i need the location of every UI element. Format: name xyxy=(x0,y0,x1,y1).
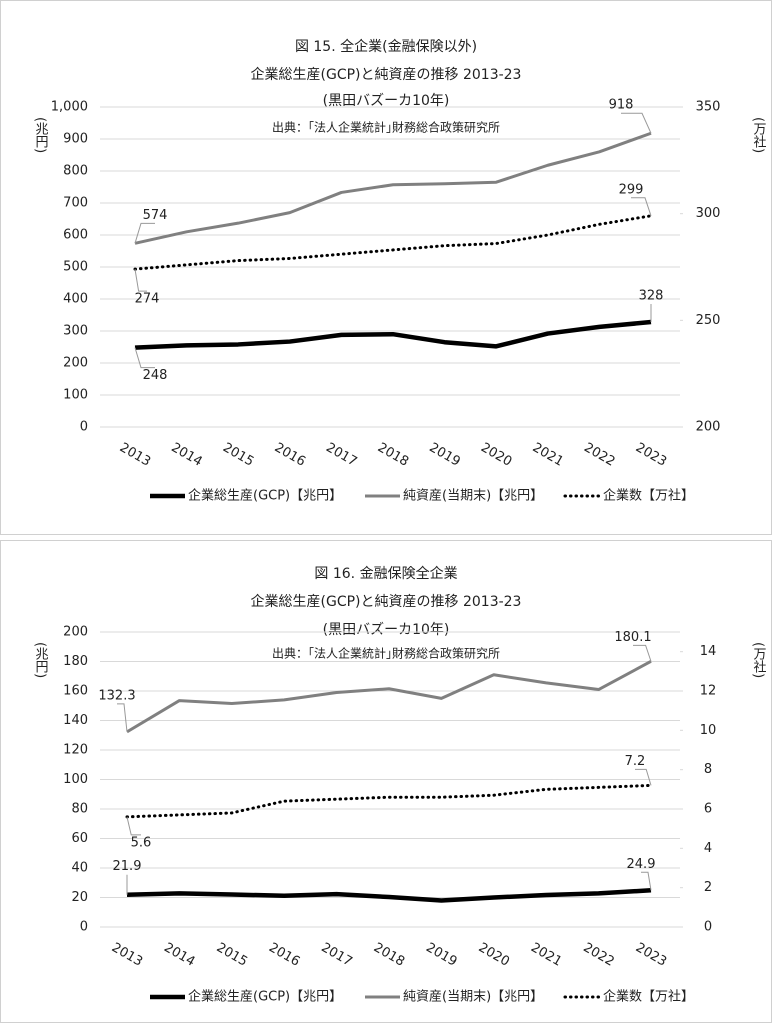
data-label: 248 xyxy=(143,368,168,383)
leader-line xyxy=(635,768,652,786)
y2-tick-label: 350 xyxy=(696,100,721,115)
data-label: 24.9 xyxy=(627,857,656,872)
legend-label: 企業数【万社】 xyxy=(603,989,694,1005)
series-line xyxy=(126,888,652,903)
y-axis-label: (兆円) xyxy=(33,117,49,153)
chart-subtitle: (黒田バズーカ10年) xyxy=(323,93,450,109)
y2-axis-label: (万社) xyxy=(751,117,767,153)
legend-label: 企業数【万社】 xyxy=(603,488,694,504)
y-tick-label: 700 xyxy=(63,196,88,211)
data-label: 574 xyxy=(143,208,168,223)
y2-tick-label: 12 xyxy=(700,684,717,699)
y-tick-label: 80 xyxy=(71,802,88,817)
y-tick-label: 600 xyxy=(63,228,88,243)
series-line xyxy=(125,783,653,819)
y2-tick-label: 6 xyxy=(704,802,712,817)
y-tick-label: 100 xyxy=(63,388,88,403)
y2-tick-label: 8 xyxy=(704,762,712,777)
y2-axis-label: (万社) xyxy=(751,642,767,678)
leader-line xyxy=(117,703,128,732)
y-tick-label: 0 xyxy=(80,420,88,435)
y2-tick-label: 250 xyxy=(696,313,721,328)
leader-line xyxy=(134,269,147,292)
y-tick-label: 1,000 xyxy=(51,100,88,115)
y-tick-label: 160 xyxy=(63,684,88,699)
y-tick-label: 60 xyxy=(71,831,88,846)
y-tick-label: 40 xyxy=(71,861,88,876)
data-label: 918 xyxy=(609,98,634,113)
chart-subtitle: 企業総生産(GCP)と純資産の推移 2013-23 xyxy=(251,593,522,610)
y-tick-label: 900 xyxy=(63,132,88,147)
chart-subtitle: 企業総生産(GCP)と純資産の推移 2013-23 xyxy=(251,66,522,83)
legend-label: 企業総生産(GCP)【兆円】 xyxy=(188,488,342,504)
data-label: 5.6 xyxy=(131,835,152,850)
y2-tick-label: 14 xyxy=(700,644,717,659)
chart-title: 図 16. 金融保険全企業 xyxy=(314,565,457,582)
series-line xyxy=(126,660,652,734)
y-tick-label: 200 xyxy=(63,356,88,371)
data-label: 180.1 xyxy=(614,630,651,645)
y-tick-label: 0 xyxy=(80,920,88,935)
series-line xyxy=(134,319,652,350)
leader-line xyxy=(633,644,652,662)
data-label: 274 xyxy=(135,292,160,307)
chart-title: 図 15. 全企業(金融保険以外) xyxy=(295,38,477,55)
y-tick-label: 400 xyxy=(63,292,88,307)
y-tick-label: 20 xyxy=(71,890,88,905)
y2-tick-label: 2 xyxy=(704,880,712,895)
data-label: 7.2 xyxy=(625,754,646,769)
chart-subtitle: (黒田バズーカ10年) xyxy=(323,622,450,638)
y-tick-label: 800 xyxy=(63,164,88,179)
y-tick-label: 100 xyxy=(63,772,88,787)
y2-tick-label: 300 xyxy=(696,206,721,221)
panel xyxy=(0,540,772,1023)
source-note: 出典：｢法人企業統計｣財務総合政策研究所 xyxy=(272,120,500,135)
data-label: 21.9 xyxy=(113,859,142,874)
y2-tick-label: 4 xyxy=(704,841,712,856)
leader-line xyxy=(641,871,652,891)
y-axis-label: (兆円) xyxy=(33,642,49,678)
leader-line xyxy=(621,112,652,134)
leader-line xyxy=(134,347,155,369)
y-tick-label: 500 xyxy=(63,260,88,275)
y-tick-label: 200 xyxy=(63,625,88,640)
y2-tick-label: 200 xyxy=(696,420,721,435)
y-tick-label: 180 xyxy=(63,654,88,669)
y-tick-label: 300 xyxy=(63,324,88,339)
y2-tick-label: 10 xyxy=(700,723,717,738)
source-note: 出典：｢法人企業統計｣財務総合政策研究所 xyxy=(272,646,500,661)
leader-line xyxy=(134,222,155,244)
leader-line xyxy=(631,197,652,216)
data-label: 328 xyxy=(639,289,664,304)
data-label: 132.3 xyxy=(98,688,135,703)
leader-line xyxy=(126,816,141,836)
series-line xyxy=(133,214,653,271)
y2-tick-label: 0 xyxy=(704,920,712,935)
legend-label: 企業総生産(GCP)【兆円】 xyxy=(188,989,342,1005)
y-tick-label: 140 xyxy=(63,713,88,728)
series-line xyxy=(134,131,652,245)
legend-label: 純資産(当期末)【兆円】 xyxy=(403,989,543,1005)
y-tick-label: 120 xyxy=(63,743,88,758)
data-label: 299 xyxy=(619,182,644,197)
legend-label: 純資産(当期末)【兆円】 xyxy=(403,488,543,504)
